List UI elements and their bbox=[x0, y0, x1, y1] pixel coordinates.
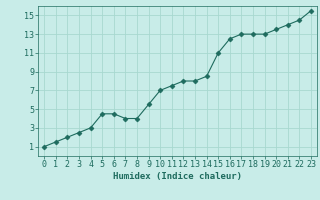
X-axis label: Humidex (Indice chaleur): Humidex (Indice chaleur) bbox=[113, 172, 242, 181]
